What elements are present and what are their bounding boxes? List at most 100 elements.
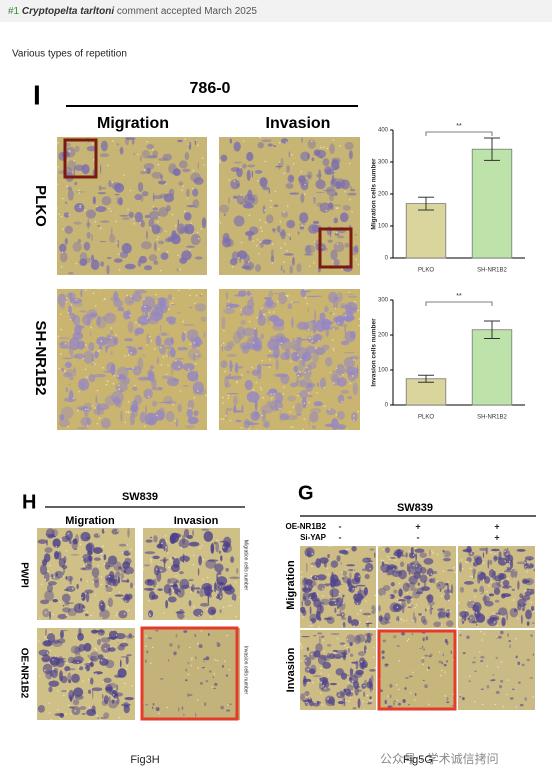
cell [116,196,119,205]
micrograph-bg [219,289,360,430]
cell [105,686,113,691]
cell [296,413,302,416]
cell [333,241,345,252]
speck [150,559,152,561]
cell [220,705,225,710]
speck [396,620,399,623]
speck [86,424,89,427]
micrograph [218,136,360,275]
cell [153,565,160,576]
cell [364,639,368,644]
cell [332,649,339,652]
cell [347,648,351,654]
speck [371,699,373,701]
cell [37,539,48,545]
cell [308,394,313,398]
speck [60,353,62,355]
cell [462,652,466,655]
cell [54,570,64,579]
cell [173,582,177,587]
speck [67,532,70,535]
cell [503,570,512,573]
cell [207,594,210,605]
header-bar [0,0,552,22]
cell [351,585,358,589]
cell [279,231,285,236]
cell [500,679,504,683]
cell [60,675,68,684]
cell [262,186,270,191]
cell [101,717,103,719]
speck [116,612,118,615]
speck [351,667,353,669]
speck [316,577,319,579]
cell [96,315,101,327]
speck [292,426,294,428]
speck [380,559,383,561]
speck [322,639,325,642]
cell [255,264,261,272]
cell [114,182,125,193]
cell [296,376,300,384]
cell [413,571,421,579]
cell [185,425,195,429]
cell [99,240,107,243]
speck [263,313,266,316]
speck [172,403,175,406]
cell [419,552,427,558]
speck [348,291,351,294]
speck [252,240,254,242]
condition-name: Si-YAP [300,533,327,542]
cell [93,407,105,416]
speck [44,669,46,672]
cell [303,655,308,658]
cell [280,335,284,344]
cell [221,342,223,353]
speck [81,558,84,560]
cell [45,533,55,536]
speck [126,544,128,546]
cell [233,405,237,414]
speck [240,309,243,311]
speck [69,318,72,321]
speck [52,613,55,616]
cell [384,612,391,622]
cell [422,619,428,626]
cell [382,639,387,643]
cell [525,609,532,620]
speck [127,208,129,211]
speck [469,567,472,570]
cell [323,305,329,313]
cell [137,376,151,381]
cell [509,607,519,618]
cell [105,586,113,593]
cell [473,656,476,659]
cell [119,659,122,668]
speck [500,661,503,664]
speck [259,219,261,221]
highlight-box [63,138,98,179]
cell [349,653,354,657]
cell [356,365,359,379]
speck [228,306,230,309]
x-tick-label: PLKO [418,415,434,421]
cell [393,701,395,706]
cell [397,599,407,602]
speck [394,559,397,562]
speck [184,210,186,213]
cell [117,566,122,570]
cell [340,562,342,565]
cell [59,337,70,340]
species[interactable]: Cryptopelta tarltoni [22,6,114,17]
speck [100,557,103,559]
speck [268,311,271,314]
speck [220,344,223,347]
micrograph [57,288,207,430]
speck [250,295,253,297]
cell [364,573,370,580]
speck [313,262,315,264]
speck [385,562,388,564]
cell [91,352,95,366]
cell [327,554,330,558]
cell [59,251,68,263]
